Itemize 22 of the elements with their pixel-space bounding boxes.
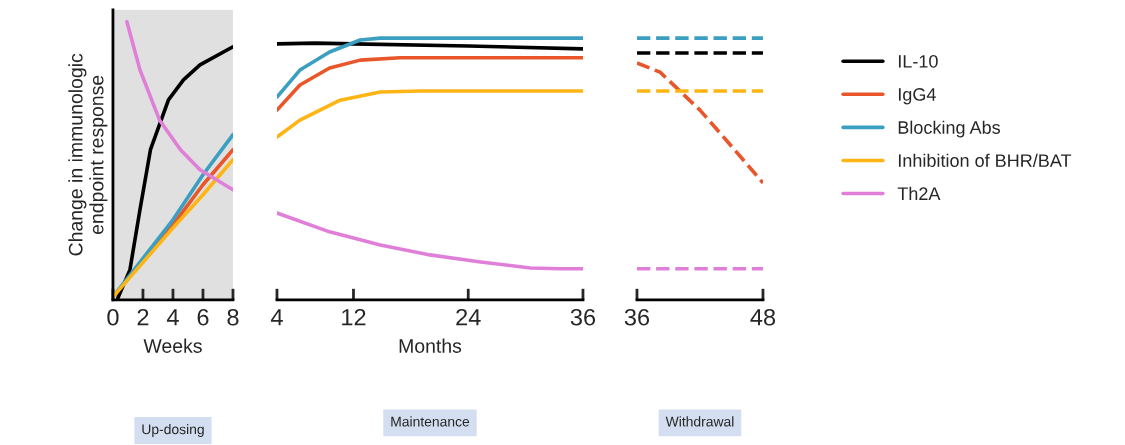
- text: Withdrawal: [665, 416, 734, 427]
- x-axis-title: Weeks: [143, 338, 202, 353]
- x-tick-label: 36: [624, 308, 650, 326]
- legend-label: IgG4: [898, 88, 936, 105]
- legend-label: Inhibition of BHR/BAT: [898, 153, 1072, 167]
- x-tick-label: 4: [270, 309, 283, 326]
- text: Up-dosing: [142, 424, 204, 437]
- legend-label: Blocking Abs: [898, 120, 1001, 138]
- x-tick-label: 12: [342, 308, 366, 326]
- x-tick-label: 48: [750, 308, 776, 326]
- legend-label: Th2A: [897, 186, 941, 200]
- x-tick-label: 24: [456, 308, 481, 326]
- x-tick-label: 36: [570, 308, 596, 326]
- x-tick-label: 0: [107, 308, 119, 326]
- y-axis-title: Change in immunologic endpoint response: [68, 53, 108, 256]
- x-tick-label: 2: [137, 308, 149, 326]
- legend-label: IL-10: [898, 54, 938, 68]
- x-axis-title: Months: [399, 338, 462, 353]
- text: Maintenance: [391, 416, 470, 427]
- x-tick-label: 4: [166, 309, 179, 326]
- x-tick-label: 6: [197, 308, 209, 326]
- x-tick-label: 8: [227, 308, 239, 326]
